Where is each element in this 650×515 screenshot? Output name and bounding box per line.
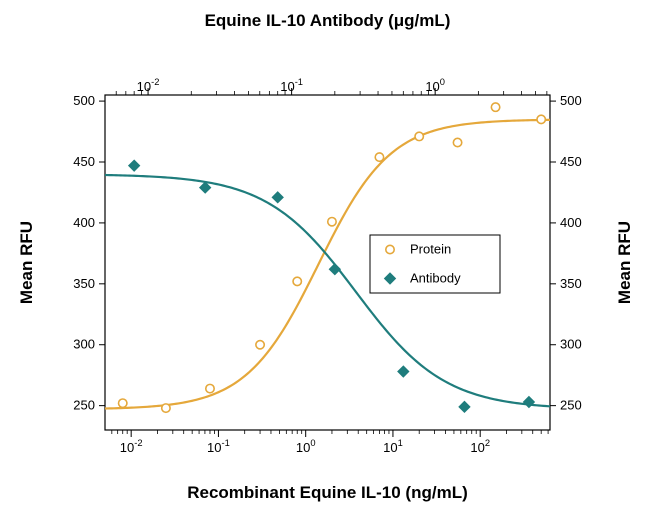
legend-label: Antibody <box>410 271 461 286</box>
y-left-title: Mean RFU <box>17 221 36 304</box>
yright-tick-label: 350 <box>560 276 582 291</box>
log-tick-label: 10-1 <box>280 77 303 94</box>
protein-point <box>162 404 170 412</box>
log-tick-label: 10-1 <box>207 438 230 455</box>
log-tick-label: 100 <box>296 438 316 455</box>
yright-tick-label: 450 <box>560 154 582 169</box>
log-tick-label: 10-2 <box>137 77 160 94</box>
protein-point <box>375 153 383 161</box>
chart-svg: 250 300 350 400 450 500 250 300 350 400 450 500 10-2… <box>0 0 650 515</box>
yleft-tick-label: 450 <box>73 154 95 169</box>
antibody-point <box>272 192 283 203</box>
yright-tick-label: 400 <box>560 215 582 230</box>
protein-point <box>119 399 127 407</box>
yleft-tick-label: 300 <box>73 337 95 352</box>
yleft-tick-label: 250 <box>73 398 95 413</box>
yleft-tick-label: 350 <box>73 276 95 291</box>
yright-tick-label: 300 <box>560 337 582 352</box>
antibody-point <box>329 264 340 275</box>
antibody-point <box>129 160 140 171</box>
protein-point <box>453 138 461 146</box>
protein-point <box>491 103 499 111</box>
yleft-tick-label: 400 <box>73 215 95 230</box>
x-bottom-title: Recombinant Equine IL-10 (ng/mL) <box>187 483 468 502</box>
yleft-tick-label: 500 <box>73 93 95 108</box>
protein-point <box>415 132 423 140</box>
log-tick-label: 102 <box>470 438 490 455</box>
log-tick-label: 10-2 <box>120 438 143 455</box>
protein-point <box>206 384 214 392</box>
antibody-point <box>459 401 470 412</box>
chart-container: 250 300 350 400 450 500 250 300 350 400 450 500 10-2… <box>0 0 650 515</box>
legend-marker <box>386 245 394 253</box>
legend-label: Protein <box>410 242 451 257</box>
antibody-point <box>398 366 409 377</box>
x-top-title: Equine IL-10 Antibody (μg/mL) <box>205 11 451 30</box>
y-right-title: Mean RFU <box>615 221 634 304</box>
yright-tick-label: 500 <box>560 93 582 108</box>
antibody-point <box>200 182 211 193</box>
protein-point <box>328 217 336 225</box>
protein-point <box>537 115 545 123</box>
yright-tick-label: 250 <box>560 398 582 413</box>
protein-point <box>256 341 264 349</box>
protein-point <box>293 277 301 285</box>
log-tick-label: 101 <box>383 438 403 455</box>
